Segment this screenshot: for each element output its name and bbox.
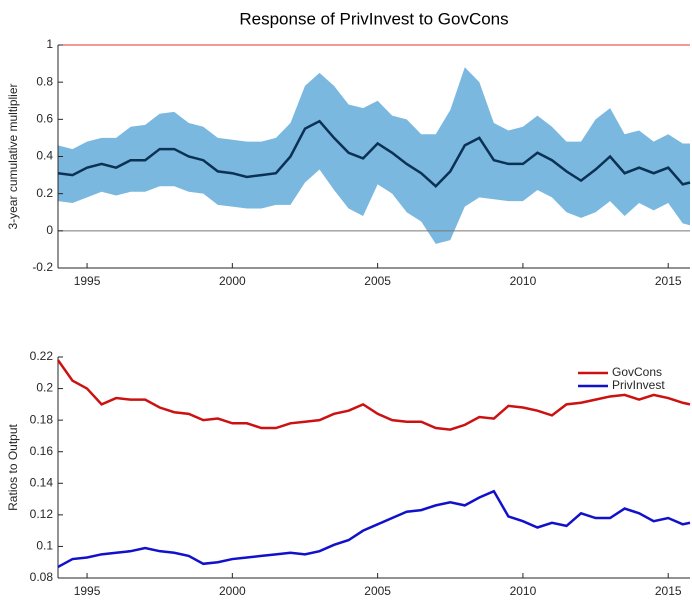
legend-label: GovCons xyxy=(612,365,662,379)
y-tick-label: 0.18 xyxy=(30,412,54,426)
x-tick-label: 2015 xyxy=(655,584,682,598)
line xyxy=(57,119,691,188)
x-tick-label: 2010 xyxy=(510,584,537,598)
chart-title: Response of PrivInvest to GovCons xyxy=(239,9,508,28)
line xyxy=(57,489,691,569)
x-tick-label: 1995 xyxy=(74,584,101,598)
x-tick-label: 2015 xyxy=(655,274,682,288)
y-tick-label: 0.2 xyxy=(36,186,53,200)
y-tick-label: -0.2 xyxy=(32,260,53,274)
x-tick-label: 2010 xyxy=(510,274,537,288)
x-tick-label: 2000 xyxy=(219,584,246,598)
y-tick-label: 0.2 xyxy=(36,381,53,395)
y-tick-label: 0.6 xyxy=(36,112,53,126)
y-tick-label: 0.1 xyxy=(36,539,53,553)
x-tick-label: 1995 xyxy=(74,274,101,288)
y-tick-label: 0.12 xyxy=(30,507,54,521)
y-tick-label: 0.14 xyxy=(30,475,54,489)
y-tick-label: 0.22 xyxy=(30,349,54,363)
y-tick-label: 0.08 xyxy=(30,570,54,584)
y-tick-label: 1 xyxy=(46,37,53,51)
y-tick-label: 0.8 xyxy=(36,74,53,88)
y-tick-label: 0 xyxy=(46,223,53,237)
x-tick-label: 2005 xyxy=(364,274,391,288)
y-tick-label: 0.4 xyxy=(36,149,53,163)
line xyxy=(56,359,691,431)
confidence-band xyxy=(58,67,690,244)
x-tick-label: 2005 xyxy=(364,584,391,598)
y-tick-label: 0.16 xyxy=(30,444,54,458)
legend-label: PrivInvest xyxy=(612,378,665,392)
y-axis-label: Ratios to Output xyxy=(6,423,20,510)
x-tick-label: 2000 xyxy=(219,274,246,288)
y-axis-label: 3-year cumulative multiplier xyxy=(6,83,20,229)
